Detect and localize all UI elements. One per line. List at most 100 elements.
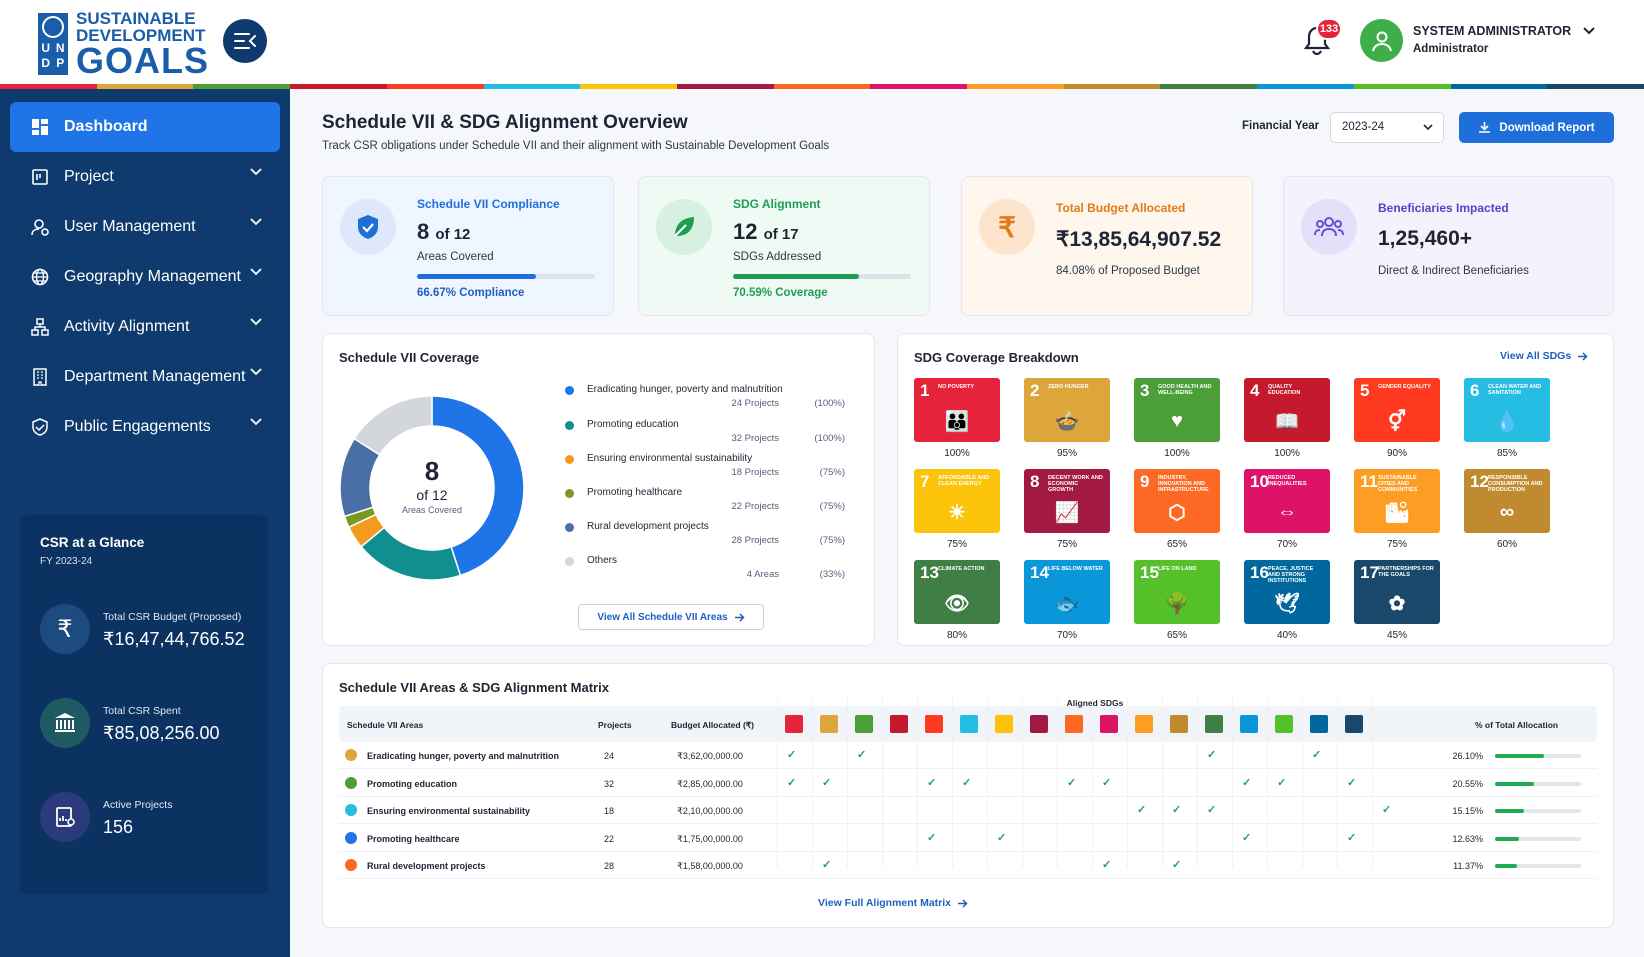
sdg-tile-1[interactable]: 1 No Poverty 👪 xyxy=(914,378,1000,442)
avatar[interactable] xyxy=(1360,19,1403,62)
kpi-card-beneficiaries[interactable]: Beneficiaries Impacted 1,25,460+ Direct … xyxy=(1283,176,1614,316)
sdg-goal-icon: ♥ xyxy=(1171,409,1183,432)
view-all-sdgs-label: View All SDGs xyxy=(1500,350,1572,362)
kpi-card-compliance[interactable]: Schedule VII Compliance 8 of 12 Areas Co… xyxy=(322,176,614,316)
table-row[interactable]: Rural development projects 28 ₹1,58,00,0… xyxy=(339,852,1597,879)
matrix-sdg-icon-8[interactable] xyxy=(1030,715,1048,733)
sdg-tile-15[interactable]: 15 Life On Land 🌳 xyxy=(1134,560,1220,624)
matrix-sdg-icon-2[interactable] xyxy=(820,715,838,733)
row-projects: 18 xyxy=(603,806,614,816)
sidebar-item-project[interactable]: Project xyxy=(10,152,280,202)
legend-item[interactable]: Others 4 Areas (33%) xyxy=(565,553,855,583)
matrix-sdg-icon-15[interactable] xyxy=(1275,715,1293,733)
matrix-sdg-icon-9[interactable] xyxy=(1065,715,1083,733)
matrix-sdg-icon-13[interactable] xyxy=(1205,715,1223,733)
card-title: Schedule VII Coverage xyxy=(339,350,480,365)
sdg-tile-12[interactable]: 12 Responsible Consumption and Productio… xyxy=(1464,469,1550,533)
matrix-sdg-icon-10[interactable] xyxy=(1100,715,1118,733)
row-allocation-percent: 15.15% xyxy=(1452,806,1483,816)
chevron-down-icon xyxy=(1423,124,1433,131)
sidebar-item-geography-management[interactable]: Geography Management xyxy=(10,252,280,302)
matrix-sdg-icon-3[interactable] xyxy=(855,715,873,733)
row-area-name: Promoting healthcare xyxy=(367,833,460,844)
matrix-sdg-icon-12[interactable] xyxy=(1170,715,1188,733)
legend-item[interactable]: Promoting education 32 Projects (100%) xyxy=(565,417,855,447)
color-strip-segment xyxy=(870,84,968,89)
matrix-sdg-icon-5[interactable] xyxy=(925,715,943,733)
sidebar-item-user-management[interactable]: User Management xyxy=(10,202,280,252)
kpi-card-sdg-alignment[interactable]: SDG Alignment 12 of 17 SDGs Addressed 70… xyxy=(638,176,930,316)
sidebar-item-label: Department Management xyxy=(64,368,246,385)
donut-slice[interactable] xyxy=(360,526,462,581)
sdg-logo[interactable]: U N D P SUSTAINABLE DEVELOPMENT GOALS xyxy=(38,10,209,79)
matrix-grid-line xyxy=(1057,698,1058,868)
matrix-sdg-icon-14[interactable] xyxy=(1240,715,1258,733)
view-all-schedule-vii-button[interactable]: View All Schedule VII Areas xyxy=(578,604,764,630)
sdg-tile-4[interactable]: 4 Quality Education 📖 xyxy=(1244,378,1330,442)
table-row[interactable]: Eradicating hunger, poverty and malnutri… xyxy=(339,742,1597,769)
view-full-matrix-link[interactable]: View Full Alignment Matrix xyxy=(818,897,968,909)
legend-item[interactable]: Ensuring environmental sustainability 18… xyxy=(565,451,855,481)
logo-letter: N xyxy=(55,41,65,55)
sdg-tile-9[interactable]: 9 Industry, Innovation and Infrastructur… xyxy=(1134,469,1220,533)
row-allocation-bar xyxy=(1495,864,1581,868)
kpi-value: 8 of 12 xyxy=(417,219,470,245)
download-report-button[interactable]: Download Report xyxy=(1459,112,1614,143)
matrix-sdg-icon-7[interactable] xyxy=(995,715,1013,733)
sdg-tile-5[interactable]: 5 Gender Equality ⚥ xyxy=(1354,378,1440,442)
matrix-sdg-icon-16[interactable] xyxy=(1310,715,1328,733)
matrix-sdg-icon-6[interactable] xyxy=(960,715,978,733)
chevron-down-icon xyxy=(250,218,262,226)
matrix-col-aligned-sdgs: Aligned SDGs xyxy=(1066,698,1124,708)
chevron-down-icon[interactable] xyxy=(1582,26,1596,36)
table-row[interactable]: Promoting healthcare 22 ₹1,75,00,000.00 … xyxy=(339,825,1597,852)
sdg-goal-icon: ⚥ xyxy=(1387,410,1407,433)
row-projects: 32 xyxy=(603,778,614,789)
sdg-tile-16[interactable]: 16 Peace, Justice and Strong Institution… xyxy=(1244,560,1330,624)
sdg-goal-icon: 🌳 xyxy=(1164,592,1190,615)
matrix-sdg-icon-4[interactable] xyxy=(890,715,908,733)
legend-item[interactable]: Eradicating hunger, poverty and malnutri… xyxy=(565,382,855,412)
sdg-tile-10[interactable]: 10 Reduced Inequalities ⇔ xyxy=(1244,469,1330,533)
donut-center: 8 of 12 Areas Covered xyxy=(382,456,482,515)
sdg-coverage-percent: 65% xyxy=(1166,630,1187,641)
sdg-tile-13[interactable]: 13 Climate Action 👁 xyxy=(914,560,1000,624)
sdg-tile-11[interactable]: 11 Sustainable Cities and Communities 🏙 xyxy=(1354,469,1440,533)
legend-item[interactable]: Promoting healthcare 22 Projects (75%) xyxy=(565,485,855,515)
sdg-tile-8[interactable]: 8 Decent Work and Economic Growth 📈 xyxy=(1024,469,1110,533)
sdg-tile-17[interactable]: 17 Partnerships for the Goals ✿ xyxy=(1354,560,1440,624)
menu-toggle-button[interactable] xyxy=(223,19,267,63)
legend-projects: 32 Projects xyxy=(731,433,779,444)
matrix-grid-line xyxy=(1372,698,1373,868)
table-row[interactable]: Promoting education 32 ₹2,85,00,000.00 2… xyxy=(339,770,1597,797)
sdg-tile-14[interactable]: 14 Life Below Water 🐟 xyxy=(1024,560,1110,624)
sdg-tile-3[interactable]: 3 Good Health and Well-Being ♥ xyxy=(1134,378,1220,442)
globe-icon xyxy=(30,267,50,287)
matrix-sdg-icon-17[interactable] xyxy=(1345,715,1363,733)
coverage-donut-chart[interactable] xyxy=(332,388,532,588)
view-all-sdgs-link[interactable]: View All SDGs xyxy=(1500,350,1588,362)
matrix-sdg-icon-11[interactable] xyxy=(1135,715,1153,733)
check-icon: ✓ xyxy=(1102,859,1112,871)
sdg-goal-icon: 📈 xyxy=(1054,501,1080,524)
table-row[interactable]: Ensuring environmental sustainability 18… xyxy=(339,797,1597,824)
logo-letter: D xyxy=(41,56,51,70)
sidebar-item-dashboard[interactable]: Dashboard xyxy=(10,102,280,152)
rupee-icon: ₹ xyxy=(40,604,90,654)
user-name[interactable]: SYSTEM ADMINISTRATOR xyxy=(1413,24,1572,38)
sidebar-item-activity-alignment[interactable]: Activity Alignment xyxy=(10,302,280,352)
sidebar-item-department-management[interactable]: Department Management xyxy=(10,352,280,402)
sdg-coverage-percent: 65% xyxy=(1166,539,1187,550)
sdg-tile-2[interactable]: 2 Zero Hunger 🍲 xyxy=(1024,378,1110,442)
matrix-sdg-icon-1[interactable] xyxy=(785,715,803,733)
sdg-tile-6[interactable]: 6 Clean Water and Sanitation 💧 xyxy=(1464,378,1550,442)
donut-slice[interactable] xyxy=(353,395,433,456)
donut-slice[interactable] xyxy=(431,395,525,577)
financial-year-select[interactable]: 2023-24 xyxy=(1330,112,1444,143)
legend-item[interactable]: Rural development projects 28 Projects (… xyxy=(565,519,855,549)
sdg-tile-7[interactable]: 7 Affordable and Clean Energy ☀ xyxy=(914,469,1000,533)
matrix-grid-line xyxy=(812,698,813,868)
sidebar-item-public-engagements[interactable]: Public Engagements xyxy=(10,402,280,452)
kpi-card-budget[interactable]: ₹ Total Budget Allocated ₹13,85,64,907.5… xyxy=(961,176,1253,316)
matrix-grid-line xyxy=(987,698,988,868)
